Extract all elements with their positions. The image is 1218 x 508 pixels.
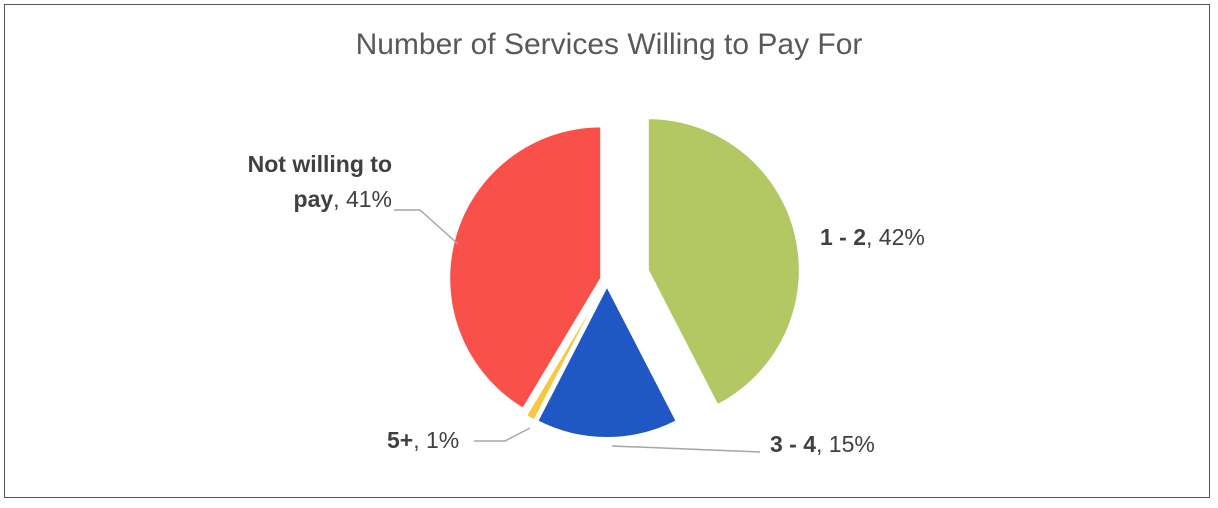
data-label-3-4: 3 - 4, 15% bbox=[770, 431, 875, 457]
pie-slice-1-2 bbox=[646, 117, 801, 407]
pie-slice-5 bbox=[524, 284, 605, 422]
data-label-5: 5+, 1% bbox=[387, 427, 459, 453]
leader-line-5 bbox=[474, 427, 531, 442]
chart-title: Number of Services Willing to Pay For bbox=[355, 28, 863, 61]
leader-line-not-willing-to-pay bbox=[394, 209, 459, 245]
data-label-not-willing-to-pay: Not willing to pay, 41% bbox=[248, 151, 392, 212]
data-label-1-2: 1 - 2, 42% bbox=[820, 224, 925, 250]
pie-slice-not-willing-to-pay bbox=[448, 125, 603, 411]
leader-line-3-4 bbox=[611, 445, 761, 453]
pie-slice-3-4 bbox=[536, 283, 678, 439]
